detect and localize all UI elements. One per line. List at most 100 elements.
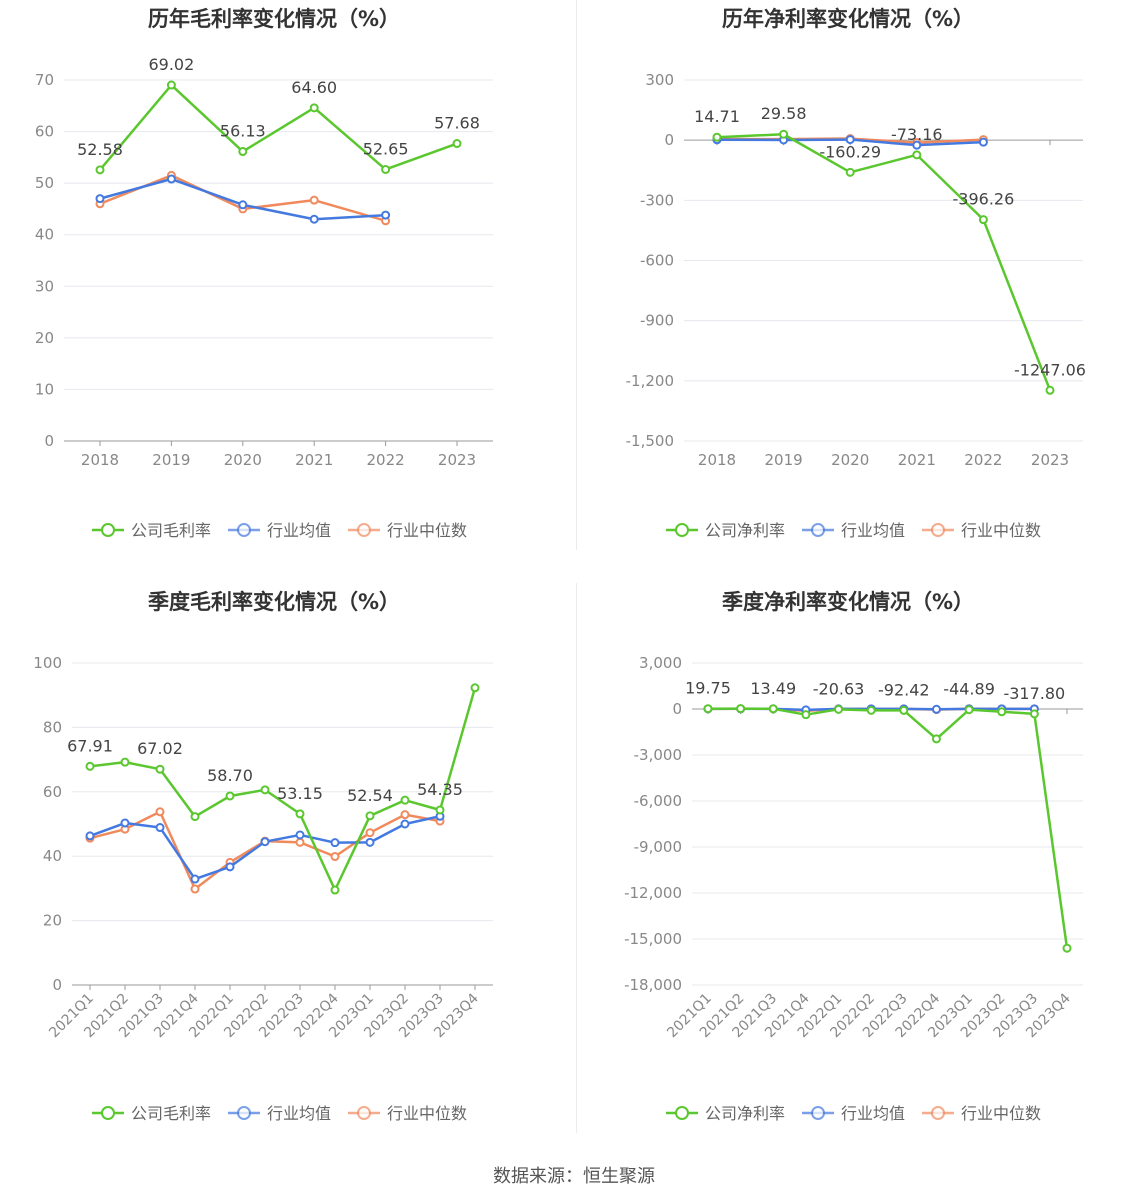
series-line (99, 174, 386, 222)
legend-item: 公司净利率 (666, 1104, 785, 1123)
panel-divider-top (576, 0, 577, 550)
data-point (470, 683, 480, 693)
data-point (1062, 943, 1072, 953)
data-point (365, 811, 375, 821)
x-tick-label: 2019 (152, 451, 190, 469)
chart-svg: 季度净利率变化情况（%） 3,000 0 -3,000 -6,000 -9,000 -12,… (624, 590, 1083, 1123)
y-tick-label: 0 (664, 131, 674, 149)
y-tick-label: 40 (35, 226, 54, 244)
legend-label: 公司净利率 (705, 521, 785, 540)
legend-label: 公司毛利率 (131, 521, 211, 540)
data-label: 69.02 (148, 55, 194, 74)
data-point (309, 195, 319, 205)
data-label: -1247.06 (1014, 360, 1086, 379)
data-point (978, 215, 988, 225)
data-point (330, 852, 340, 862)
series-line (99, 83, 458, 171)
data-point (400, 810, 410, 820)
chart-svg: 历年净利率变化情况（%） 300 0 -300 -600 -900 -1,200 -1,500… (626, 7, 1086, 540)
data-point (779, 129, 789, 139)
y-tick-label: 40 (43, 847, 62, 865)
y-tick-label: -9,000 (634, 838, 682, 856)
y-tick-label: 20 (43, 912, 62, 930)
legend-item: 公司净利率 (666, 521, 785, 540)
legend-label: 行业中位数 (961, 521, 1041, 540)
data-point (834, 704, 844, 714)
data-point (801, 710, 811, 720)
chart-svg: 季度毛利率变化情况（%）0204060801002021Q12021Q22021… (33, 590, 493, 1123)
series-line (89, 815, 441, 881)
data-point (85, 761, 95, 771)
legend-item: 行业中位数 (348, 1104, 467, 1123)
y-tick-label: -18,000 (624, 976, 682, 994)
legend-marker (237, 523, 251, 537)
y-tick-label: 0 (52, 976, 62, 994)
legend-marker (811, 1106, 825, 1120)
legend-marker (931, 1106, 945, 1120)
data-label: 54.35 (417, 780, 463, 799)
y-tick-label: 0 (44, 432, 54, 450)
annual-gross-margin-chart: 历年毛利率变化情况（%） 0 10 20 30 40 50 60 70 2018 2019 2020 2… (0, 0, 574, 560)
y-tick-label: -3,000 (634, 746, 682, 764)
data-point (703, 704, 713, 714)
x-tick-label: 2018 (698, 451, 736, 469)
series-line (707, 707, 1069, 949)
data-point (330, 838, 340, 848)
data-label: -73.16 (891, 125, 943, 144)
data-point (381, 210, 391, 220)
legend-label: 行业均值 (267, 1104, 331, 1123)
y-tick-label: -900 (640, 312, 674, 330)
data-point (1045, 385, 1055, 395)
legend-label: 行业均值 (267, 521, 331, 540)
data-point (309, 214, 319, 224)
quarterly-net-margin-chart: 季度净利率变化情况（%） 3,000 0 -3,000 -6,000 -9,000 -12,… (574, 583, 1148, 1143)
data-point (166, 174, 176, 184)
data-label: 67.02 (137, 739, 183, 758)
data-point (845, 167, 855, 177)
data-point (768, 704, 778, 714)
y-tick-label: 300 (645, 71, 674, 89)
legend-item: 行业均值 (228, 521, 331, 540)
data-point (95, 165, 105, 175)
data-point (238, 200, 248, 210)
data-point (120, 818, 130, 828)
data-point (1029, 709, 1039, 719)
data-label: 13.49 (750, 679, 796, 698)
data-label: -44.89 (943, 680, 995, 699)
data-point (365, 837, 375, 847)
data-point (155, 823, 165, 833)
y-tick-label: 100 (33, 654, 62, 672)
x-tick-label: 2020 (224, 451, 262, 469)
legend-marker (101, 523, 115, 537)
data-label: -20.63 (813, 679, 865, 698)
x-tick-label: 2021 (898, 451, 936, 469)
legend-marker (931, 523, 945, 537)
legend-item: 行业中位数 (922, 521, 1041, 540)
x-tick-label: 2021 (295, 451, 333, 469)
data-point (435, 805, 445, 815)
data-point (365, 828, 375, 838)
legend-item: 行业中位数 (922, 1104, 1041, 1123)
legend-item: 行业均值 (802, 1104, 905, 1123)
legend-marker (811, 523, 825, 537)
data-point (978, 137, 988, 147)
data-point (931, 704, 941, 714)
legend-label: 公司净利率 (705, 1104, 785, 1123)
legend-label: 行业均值 (841, 1104, 905, 1123)
data-point (295, 830, 305, 840)
x-tick-label: 2018 (81, 451, 119, 469)
x-tick-label: 2022 (964, 451, 1002, 469)
data-point (997, 707, 1007, 717)
data-point (309, 103, 319, 113)
data-point (166, 80, 176, 90)
legend-label: 行业均值 (841, 521, 905, 540)
data-point (190, 874, 200, 884)
data-point (295, 837, 305, 847)
data-label: 56.13 (220, 122, 266, 141)
data-point (155, 764, 165, 774)
data-point (190, 884, 200, 894)
data-point (381, 164, 391, 174)
data-label: -396.26 (953, 190, 1015, 209)
legend-marker (357, 523, 371, 537)
y-tick-label: 50 (35, 174, 54, 192)
